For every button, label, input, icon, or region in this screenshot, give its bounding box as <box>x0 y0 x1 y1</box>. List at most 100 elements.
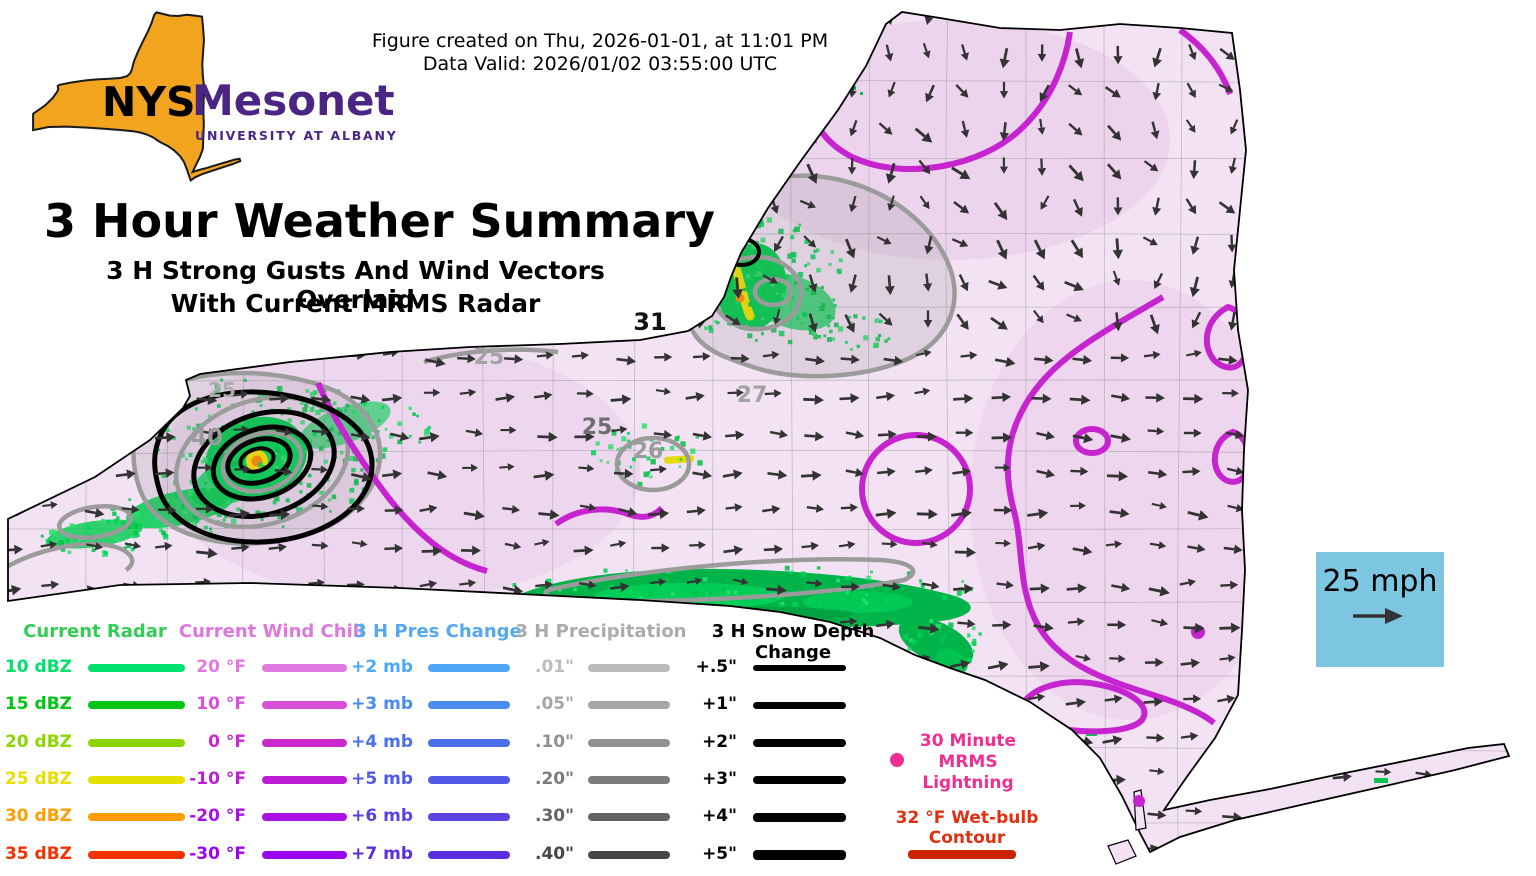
wind-arrow-icon <box>1186 82 1196 99</box>
radar-speckle <box>804 239 809 244</box>
wind-arrow-icon <box>536 12 555 20</box>
radar-speckle <box>302 407 308 413</box>
wind-arrow-icon <box>1036 430 1055 441</box>
wind-scale-arrow-icon <box>1353 608 1403 624</box>
radar-speckle <box>625 569 628 572</box>
radar-speckle <box>319 446 324 451</box>
wind-arrow-icon <box>1037 44 1047 62</box>
radar-speckle <box>778 330 785 337</box>
wind-arrow-icon <box>1262 353 1281 363</box>
wind-arrow-icon <box>1299 394 1320 405</box>
wind-arrow-icon <box>231 694 250 704</box>
wind-arrow-icon <box>692 730 709 740</box>
radar-speckle <box>761 332 764 336</box>
data-valid-text: Data Valid: 2026/01/02 03:55:00 UTC <box>422 53 778 75</box>
wind-arrow-icon <box>1102 735 1123 746</box>
wind-arrow-icon <box>269 773 291 785</box>
radar-speckle <box>274 496 280 502</box>
wind-arrow-icon <box>571 351 589 360</box>
wind-arrow-icon <box>765 584 787 596</box>
wind-arrow-icon <box>120 620 140 631</box>
radar-speckle <box>669 445 675 451</box>
wind-arrow-icon <box>42 734 62 744</box>
wind-arrow-icon <box>1448 311 1462 322</box>
radar-speckle <box>792 229 797 233</box>
wind-arrow-icon <box>1109 654 1126 663</box>
radar-speckle <box>790 235 795 240</box>
radar-speckle <box>856 344 860 349</box>
wind-arrow-icon <box>537 431 558 443</box>
radar-speckle <box>215 385 221 391</box>
wind-arrow-icon <box>45 807 62 816</box>
radar-speckle <box>582 583 588 589</box>
wind-arrow-icon <box>311 807 329 816</box>
radar-speckle <box>690 248 696 254</box>
wind-arrow-icon <box>1335 12 1349 23</box>
wind-arrow-icon <box>839 661 861 673</box>
radar-speckle <box>127 525 132 530</box>
radar-speckle <box>909 638 913 643</box>
radar-speckle <box>874 342 880 347</box>
radar-speckle <box>133 530 138 536</box>
radar-speckle <box>332 401 337 406</box>
wind-arrow-icon <box>916 431 937 442</box>
wind-arrow-icon <box>921 540 938 549</box>
wind-arrow-icon <box>653 772 673 782</box>
wind-arrow-icon <box>923 310 933 328</box>
radar-speckle <box>971 626 976 630</box>
wind-arrow-icon <box>762 274 778 284</box>
wind-arrow-icon <box>1068 122 1083 136</box>
wind-arrow-icon <box>1374 395 1397 407</box>
radar-speckle <box>134 511 140 518</box>
radar-speckle <box>721 227 726 232</box>
wind-arrow-icon <box>533 391 553 401</box>
wind-arrow-icon <box>40 540 58 550</box>
wind-arrow-icon <box>230 621 251 632</box>
wind-arrow-icon <box>614 468 634 479</box>
lightning-label-line1: 30 Minute <box>919 731 1017 751</box>
wind-arrow-icon <box>1375 767 1392 776</box>
wind-arrow-icon <box>158 806 175 814</box>
wind-arrow-icon <box>117 428 136 437</box>
wind-arrow-icon <box>763 847 783 852</box>
radar-speckle <box>971 641 976 646</box>
wind-arrow-icon <box>1189 160 1199 180</box>
wind-arrow-icon <box>1370 810 1390 820</box>
wind-arrow-icon <box>925 84 935 103</box>
wind-arrow-icon <box>1227 12 1237 27</box>
wind-arrow-icon <box>424 767 440 776</box>
wind-arrow-icon <box>618 123 636 132</box>
wind-arrow-icon <box>460 807 478 817</box>
wind-arrow-icon <box>918 159 931 175</box>
radar-speckle <box>512 583 517 587</box>
wind-arrow-icon <box>1070 501 1086 510</box>
wind-arrow-icon <box>951 238 969 248</box>
radar-speckle <box>685 304 691 311</box>
wind-arrow-icon <box>1294 202 1312 215</box>
radar-speckle <box>707 249 713 255</box>
wind-arrow-icon <box>1490 504 1508 513</box>
wind-arrow-icon <box>1066 583 1087 594</box>
wind-arrow-icon <box>1260 542 1278 552</box>
wind-arrow-icon <box>192 734 212 745</box>
wind-arrow-icon <box>54 848 63 852</box>
radar-speckle <box>767 264 771 268</box>
radar-speckle <box>222 518 226 522</box>
wind-arrow-icon <box>878 312 893 326</box>
radar-speckle <box>780 601 785 606</box>
wind-arrow-icon <box>849 120 858 137</box>
radar-speckle <box>948 622 954 628</box>
wind-arrow-icon <box>839 393 860 404</box>
wind-arrow-icon <box>1065 697 1086 708</box>
radar-speckle <box>878 599 883 604</box>
radar-speckle <box>304 450 308 454</box>
radar-speckle <box>733 590 738 595</box>
wind-arrow-icon <box>121 699 143 710</box>
radar-speckle <box>798 223 802 227</box>
wind-arrow-icon <box>344 659 365 670</box>
radar-speckle <box>423 430 430 436</box>
radar-speckle <box>611 431 617 436</box>
radar-speckle <box>329 510 332 513</box>
lightning-label-line3: Lightning <box>922 773 1014 793</box>
radar-speckle <box>360 468 364 472</box>
